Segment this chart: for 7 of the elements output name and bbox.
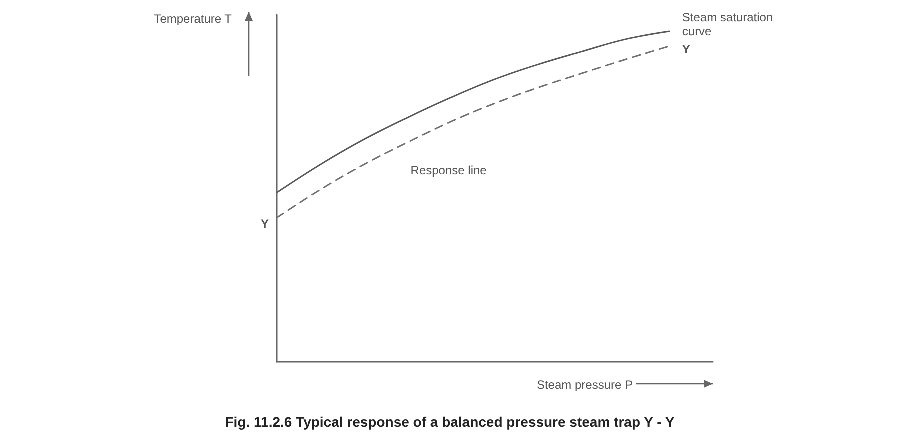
- series-label: Response line: [410, 164, 488, 178]
- annotation: Y: [682, 42, 690, 56]
- series-label: Steam saturation curve: [682, 10, 776, 39]
- text: Y: [260, 216, 270, 231]
- x-axis-title: Steam pressure P: [536, 378, 633, 392]
- y-axis-title: Temperature T: [154, 12, 233, 26]
- text: Fig. 11.2.6 Typical response of a balanced pressure steam trap Y - Y: [225, 414, 676, 430]
